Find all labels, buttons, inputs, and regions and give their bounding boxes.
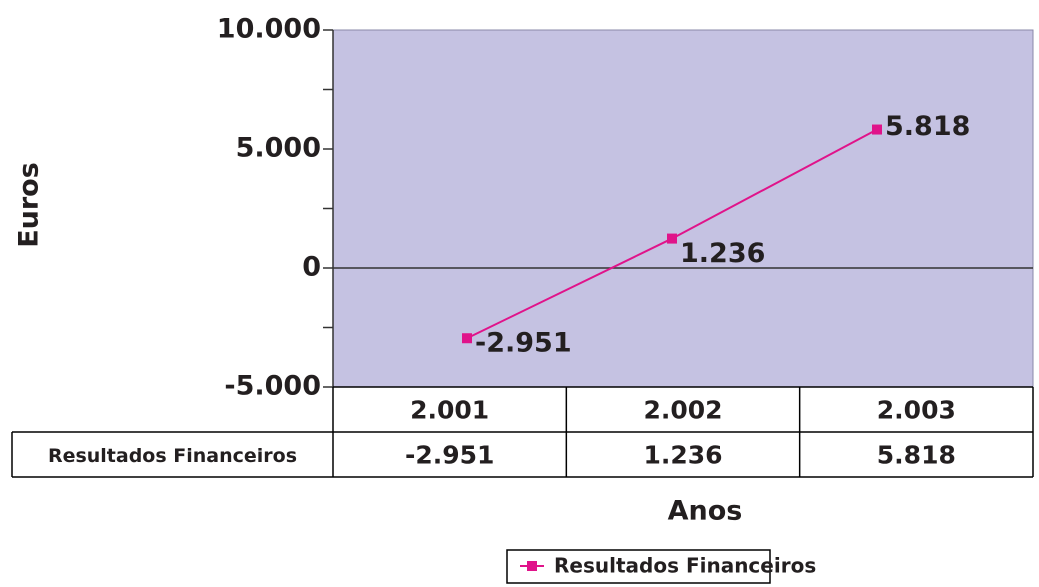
x-tick-label: 2.002: [643, 396, 722, 425]
point-marker: [667, 233, 677, 244]
plot-area: [332, 29, 1034, 388]
data-label: 5.818: [885, 111, 970, 142]
y-tick-label: -5.000: [224, 371, 321, 402]
y-axis-title: Euros: [14, 162, 45, 248]
x-tick-label: 2.003: [877, 396, 956, 425]
table-value: -2.951: [405, 441, 494, 470]
point-marker: [872, 124, 882, 135]
legend-marker: [527, 561, 537, 571]
y-tick-label: 10.000: [217, 14, 321, 45]
data-label: -2.951: [475, 328, 572, 359]
y-tick-label: 5.000: [236, 133, 321, 164]
table-value: 1.236: [643, 441, 722, 470]
point-marker: [462, 333, 472, 344]
table-row-label: Resultados Financeiros: [48, 445, 297, 467]
legend-box: [506, 549, 771, 584]
y-tick-label: 0: [302, 252, 321, 283]
legend-label: Resultados Financeiros: [554, 554, 816, 578]
table-value: 5.818: [877, 441, 956, 470]
x-tick-label: 2.001: [410, 396, 489, 425]
data-label: 1.236: [680, 238, 765, 269]
x-axis-title: Anos: [668, 496, 743, 527]
